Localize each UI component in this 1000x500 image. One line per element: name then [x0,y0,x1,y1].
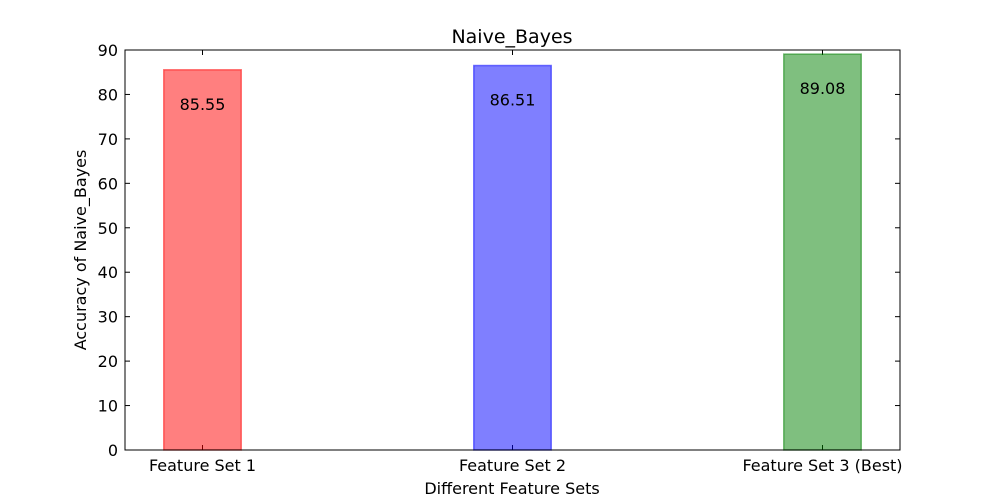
bar [163,69,242,451]
y-axis: 0 10 20 30 40 50 60 70 80 90 [98,41,900,460]
y-tick-label: 10 [98,397,118,416]
bar [783,53,862,451]
y-tick-label: 60 [98,174,118,193]
y-tick-label: 30 [98,308,118,327]
x-tick-label: Feature Set 1 [149,456,256,475]
x-tick-label: Feature Set 2 [459,456,566,475]
x-tick-label: Feature Set 3 (Best) [742,456,902,475]
value-labels: 85.55 86.51 89.08 [180,79,846,114]
bar [473,64,552,451]
chart-title: Naive_Bayes [451,26,572,48]
y-tick-label: 20 [98,352,118,371]
bar-value-label: 85.55 [180,95,226,114]
bar-value-label: 89.08 [800,79,846,98]
y-tick-label: 80 [98,85,118,104]
x-axis-label: Different Feature Sets [424,479,599,498]
plot-frame [124,49,901,451]
y-tick-label: 0 [108,441,118,460]
y-tick-label: 40 [98,263,118,282]
x-axis: Feature Set 1 Feature Set 2 Feature Set 3 … [149,50,903,475]
bars [163,53,862,451]
bar-value-label: 86.51 [490,91,536,110]
y-tick-label: 90 [98,41,118,60]
y-tick-label: 70 [98,130,118,149]
y-axis-label: Accuracy of Naive_Bayes [71,150,91,351]
y-tick-label: 50 [98,219,118,238]
